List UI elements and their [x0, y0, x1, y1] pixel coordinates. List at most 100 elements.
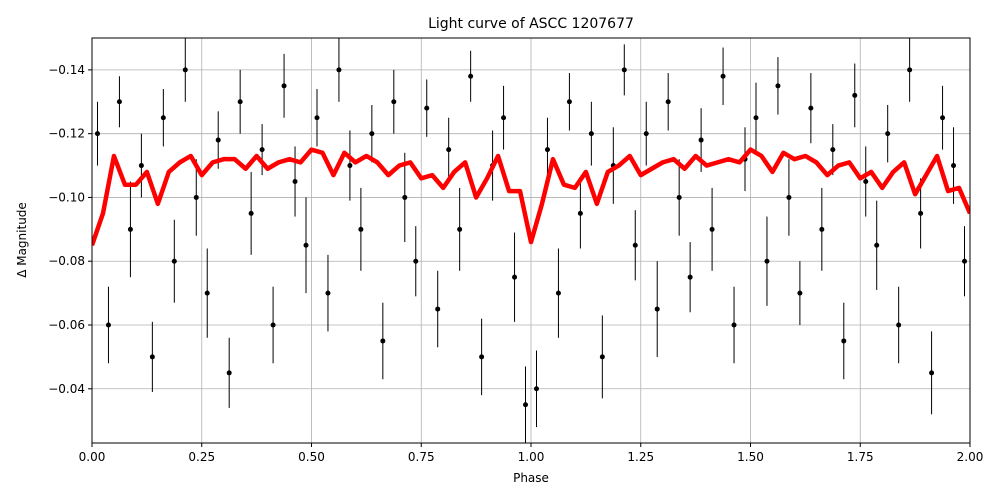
- data-point: [94, 131, 100, 137]
- data-point: [127, 226, 133, 232]
- data-point: [841, 338, 847, 344]
- data-point: [533, 386, 539, 392]
- data-point: [314, 115, 320, 121]
- x-tick-label: 0.50: [298, 450, 325, 464]
- data-point: [193, 194, 199, 200]
- data-point: [347, 163, 353, 169]
- y-tick-label: −0.14: [48, 63, 85, 77]
- data-point: [457, 226, 463, 232]
- data-point: [588, 131, 594, 137]
- y-tick-label: −0.12: [48, 127, 85, 141]
- x-tick-label: 1.25: [627, 450, 654, 464]
- data-point: [292, 179, 298, 185]
- data-point: [248, 210, 254, 216]
- data-point: [138, 163, 144, 169]
- data-point: [577, 210, 583, 216]
- data-point: [665, 99, 671, 105]
- data-point: [621, 67, 627, 73]
- data-point: [182, 67, 188, 73]
- data-point: [731, 322, 737, 328]
- x-axis-label: Phase: [513, 471, 549, 485]
- data-point: [874, 242, 880, 248]
- x-tick-label: 0.75: [408, 450, 435, 464]
- data-point: [962, 258, 968, 264]
- data-point: [907, 67, 913, 73]
- data-point: [764, 258, 770, 264]
- data-point: [215, 137, 221, 143]
- data-point: [523, 402, 529, 408]
- data-point: [808, 105, 814, 111]
- data-point: [918, 210, 924, 216]
- x-tick-label: 2.00: [957, 450, 984, 464]
- data-point: [303, 242, 309, 248]
- data-point: [468, 73, 474, 79]
- grid: [91, 38, 971, 443]
- y-tick-label: −0.06: [48, 318, 85, 332]
- data-point: [160, 115, 166, 121]
- data-point: [654, 306, 660, 312]
- data-point: [281, 83, 287, 89]
- data-point: [951, 163, 957, 169]
- data-point: [226, 370, 232, 376]
- data-point: [676, 194, 682, 200]
- data-point: [566, 99, 572, 105]
- data-point: [599, 354, 605, 360]
- data-point: [643, 131, 649, 137]
- data-point: [424, 105, 430, 111]
- x-tick-label: 1.00: [518, 450, 545, 464]
- data-point: [775, 83, 781, 89]
- data-point: [270, 322, 276, 328]
- data-point: [171, 258, 177, 264]
- chart-title: Light curve of ASCC 1207677: [428, 16, 634, 32]
- data-point: [896, 322, 902, 328]
- y-axis-label: Δ Magnitude: [15, 202, 29, 278]
- data-point: [885, 131, 891, 137]
- data-point: [479, 354, 485, 360]
- data-point: [863, 179, 869, 185]
- data-point: [446, 147, 452, 153]
- data-point: [709, 226, 715, 232]
- data-point: [698, 137, 704, 143]
- data-point: [512, 274, 518, 280]
- data-point: [786, 194, 792, 200]
- data-point: [369, 131, 375, 137]
- smoothed-line: [92, 147, 970, 247]
- y-tick-label: −0.04: [48, 382, 85, 396]
- ticks: 0.00 0.25 0.50 0.75 1.00 1.25 1.50 1.75 2.00 −0.1…: [48, 63, 983, 464]
- data-point: [435, 306, 441, 312]
- data-point: [325, 290, 331, 296]
- data-point: [940, 115, 946, 121]
- data-point: [632, 242, 638, 248]
- data-point: [753, 115, 759, 121]
- data-point: [105, 322, 111, 328]
- data-point: [204, 290, 210, 296]
- data-point: [852, 92, 858, 98]
- x-tick-label: 0.25: [188, 450, 215, 464]
- data-point: [797, 290, 803, 296]
- data-point: [720, 73, 726, 79]
- data-point: [555, 290, 561, 296]
- data-point: [929, 370, 935, 376]
- data-point: [830, 147, 836, 153]
- y-tick-label: −0.10: [48, 190, 85, 204]
- data-point: [237, 99, 243, 105]
- x-tick-label: 0.00: [79, 450, 106, 464]
- data-point: [819, 226, 825, 232]
- x-tick-label: 1.50: [737, 450, 764, 464]
- x-tick-label: 1.75: [847, 450, 874, 464]
- data-point: [501, 115, 507, 121]
- data-point: [402, 194, 408, 200]
- data-point: [259, 147, 265, 153]
- data-point: [391, 99, 397, 105]
- data-point: [413, 258, 419, 264]
- plot-area: [92, 38, 970, 443]
- data-point: [358, 226, 364, 232]
- y-tick-label: −0.08: [48, 254, 85, 268]
- data-point: [149, 354, 155, 360]
- data-point: [380, 338, 386, 344]
- data-point: [687, 274, 693, 280]
- data-point: [544, 147, 550, 153]
- data-point: [336, 67, 342, 73]
